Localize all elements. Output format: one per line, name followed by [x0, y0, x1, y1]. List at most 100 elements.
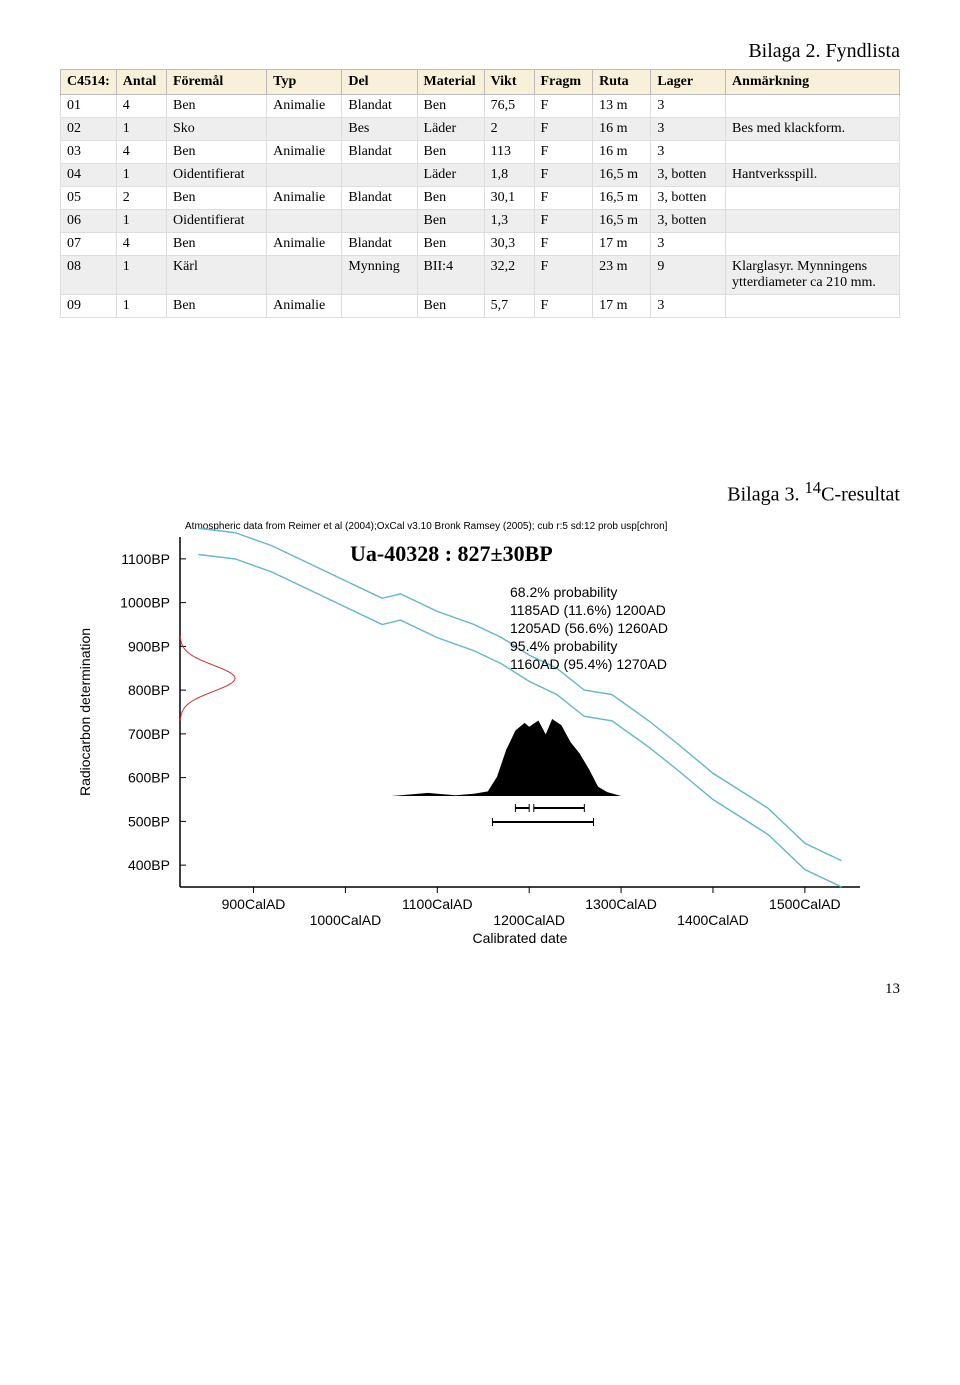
cell: Blandat: [342, 187, 417, 210]
cell: Animalie: [267, 295, 342, 318]
y-tick-label: 600BP: [128, 769, 170, 785]
cell: Hantverksspill.: [726, 164, 900, 187]
cell: 1: [116, 295, 166, 318]
cell: [726, 187, 900, 210]
table-row: 041OidentifieratLäder1,8F16,5 m3, botten…: [61, 164, 900, 187]
cell: F: [534, 164, 593, 187]
chart-legend-line: 1160AD (95.4%) 1270AD: [510, 656, 667, 672]
cell: 113: [484, 141, 534, 164]
cell: 05: [61, 187, 117, 210]
cell: Ben: [166, 295, 266, 318]
col-header: Föremål: [166, 70, 266, 95]
cell: 09: [61, 295, 117, 318]
cell: F: [534, 118, 593, 141]
col-header: Material: [417, 70, 484, 95]
col-header: Antal: [116, 70, 166, 95]
cell: 3: [651, 95, 726, 118]
x-tick-label: 1200CalAD: [493, 912, 565, 928]
y-tick-label: 1100BP: [121, 551, 170, 567]
cell: 5,7: [484, 295, 534, 318]
cell: [726, 95, 900, 118]
cell: F: [534, 187, 593, 210]
y-tick-label: 500BP: [128, 813, 170, 829]
col-header: Vikt: [484, 70, 534, 95]
col-header: C4514:: [61, 70, 117, 95]
y-tick-label: 400BP: [128, 857, 170, 873]
x-tick-label: 1300CalAD: [585, 896, 657, 912]
radiocarbon-chart: Atmospheric data from Reimer et al (2004…: [70, 513, 890, 973]
cell: 13 m: [593, 95, 651, 118]
cell: Ben: [417, 95, 484, 118]
cell: 3, botten: [651, 164, 726, 187]
cell: Animalie: [267, 141, 342, 164]
cell: Blandat: [342, 95, 417, 118]
cell: 16 m: [593, 118, 651, 141]
cell: [342, 164, 417, 187]
cell: Oidentifierat: [166, 210, 266, 233]
cell: 3, botten: [651, 210, 726, 233]
cell: 04: [61, 164, 117, 187]
cell: [726, 210, 900, 233]
table-row: 074BenAnimalieBlandatBen30,3F17 m3: [61, 233, 900, 256]
y-tick-label: 800BP: [128, 682, 170, 698]
col-header: Anmärkning: [726, 70, 900, 95]
cell: [267, 164, 342, 187]
cell: 1: [116, 256, 166, 295]
col-header: Lager: [651, 70, 726, 95]
x-tick-label: 1400CalAD: [677, 912, 749, 928]
cell: F: [534, 295, 593, 318]
cell: 3: [651, 295, 726, 318]
cell: 1,3: [484, 210, 534, 233]
cell: 1: [116, 118, 166, 141]
cell: 23 m: [593, 256, 651, 295]
cell: Sko: [166, 118, 266, 141]
cell: 16,5 m: [593, 210, 651, 233]
cell: [267, 256, 342, 295]
cell: 17 m: [593, 295, 651, 318]
table-row: 061OidentifieratBen1,3F16,5 m3, botten: [61, 210, 900, 233]
cell: Bes med klackform.: [726, 118, 900, 141]
cell: Kärl: [166, 256, 266, 295]
cell: Ben: [166, 95, 266, 118]
cell: 2: [484, 118, 534, 141]
cell: 4: [116, 141, 166, 164]
cell: 3, botten: [651, 187, 726, 210]
y-tick-label: 900BP: [128, 638, 170, 654]
cell: Animalie: [267, 187, 342, 210]
cell: 9: [651, 256, 726, 295]
gauss-prior: [180, 636, 235, 720]
chart-caption: Atmospheric data from Reimer et al (2004…: [185, 521, 668, 532]
cell: Animalie: [267, 233, 342, 256]
cell: 3: [651, 118, 726, 141]
cell: [726, 233, 900, 256]
cell: 08: [61, 256, 117, 295]
cell: [267, 210, 342, 233]
cell: Blandat: [342, 141, 417, 164]
cell: 76,5: [484, 95, 534, 118]
x-axis-label: Calibrated date: [473, 930, 568, 946]
x-tick-label: 1100CalAD: [402, 896, 473, 912]
x-tick-label: 900CalAD: [222, 896, 286, 912]
col-header: Fragm: [534, 70, 593, 95]
col-header: Ruta: [593, 70, 651, 95]
cell: Ben: [166, 233, 266, 256]
cell: Ben: [166, 187, 266, 210]
table-row: 081KärlMynningBII:432,2F23 m9Klarglasyr.…: [61, 256, 900, 295]
table-row: 052BenAnimalieBlandatBen30,1F16,5 m3, bo…: [61, 187, 900, 210]
cell: 30,3: [484, 233, 534, 256]
cell: 1: [116, 210, 166, 233]
y-axis-label: Radiocarbon determination: [77, 628, 93, 796]
x-tick-label: 1500CalAD: [769, 896, 841, 912]
cell: [726, 141, 900, 164]
cell: 2: [116, 187, 166, 210]
cell: F: [534, 95, 593, 118]
cell: 16 m: [593, 141, 651, 164]
table-row: 021SkoBesLäder2F16 m3Bes med klackform.: [61, 118, 900, 141]
cell: [267, 118, 342, 141]
chart-legend-line: 1185AD (11.6%) 1200AD: [510, 602, 666, 618]
cell: 06: [61, 210, 117, 233]
chart-legend-line: 95.4% probability: [510, 638, 617, 654]
cell: 16,5 m: [593, 187, 651, 210]
cell: F: [534, 233, 593, 256]
cell: F: [534, 256, 593, 295]
